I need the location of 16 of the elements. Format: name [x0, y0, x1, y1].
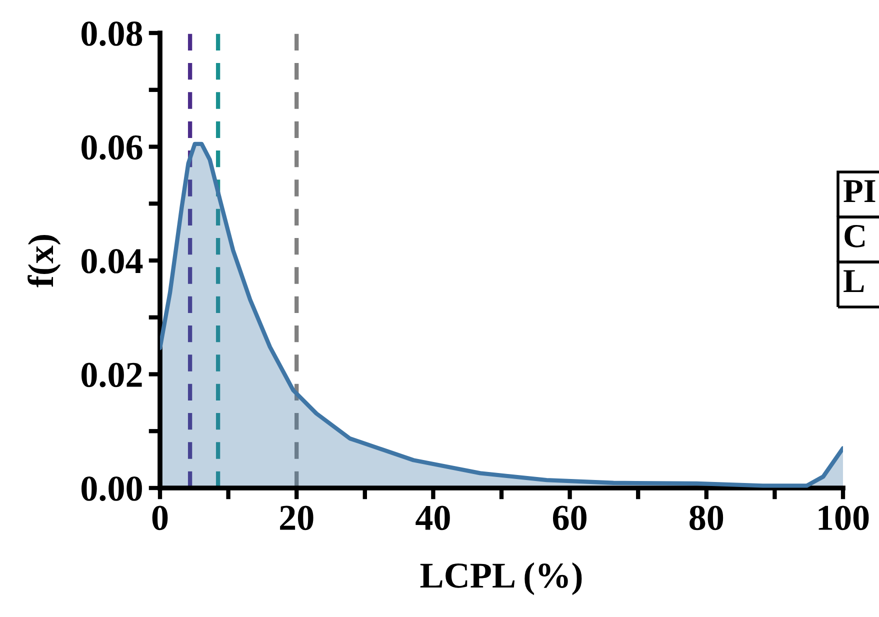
x-tick-label: 100: [818, 506, 869, 530]
y-tick-label: 0.04: [82, 249, 143, 274]
y-tick-label: 0.02: [82, 362, 142, 388]
x-tick-label: 40: [416, 506, 450, 530]
x-tick-label: 60: [552, 506, 586, 530]
y-tick-label: 0.00: [82, 476, 142, 502]
x-tick-label: 20: [280, 506, 314, 530]
y-tick-label: 0.06: [82, 135, 142, 160]
text: PI: [844, 180, 876, 202]
x-tick-label: 80: [690, 506, 724, 530]
x-tick-label: 0: [152, 506, 168, 530]
text: C: [844, 224, 865, 248]
x-axis-title: LCPL (%): [420, 562, 582, 596]
text: L: [844, 270, 864, 292]
y-axis-title: f(x): [28, 235, 61, 288]
y-tick-label: 0.08: [82, 22, 142, 46]
